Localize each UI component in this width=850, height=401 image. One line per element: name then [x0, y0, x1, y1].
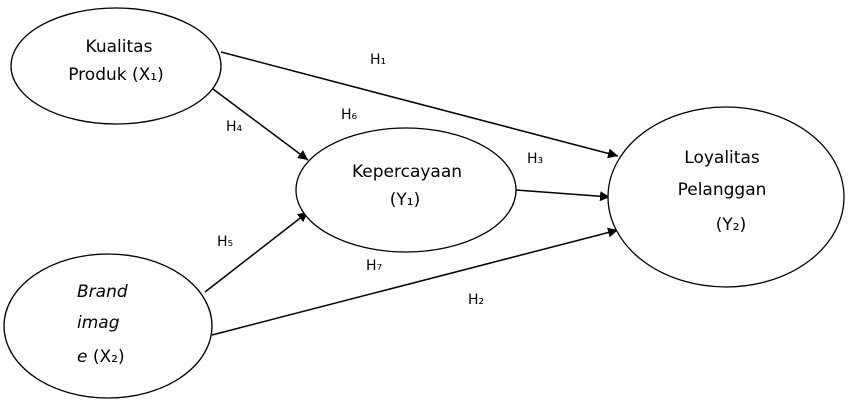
hypothesis-label-h1: H₁ — [370, 52, 386, 68]
arrow-h1-x1-to-y2 — [220, 51, 619, 159]
node-x2-label-line3: e (X₂) — [77, 347, 125, 367]
node-y2-label-line1: Loyalitas — [684, 148, 760, 168]
node-x1-ellipse — [10, 7, 222, 125]
node-x2-label-line2: imag — [77, 313, 120, 333]
node-y2-label-line2: Pelanggan — [678, 180, 767, 200]
arrow-h2-x2-to-y2 — [211, 227, 619, 336]
node-y1-ellipse — [295, 127, 517, 253]
hypothesis-label-h4: H₄ — [226, 119, 243, 135]
hypothesis-label-h7: H₇ — [366, 258, 382, 274]
node-y2-label-line3: (Y₂) — [716, 215, 746, 235]
node-y1-label-line1: Kepercayaan — [352, 162, 462, 182]
node-x2-ellipse — [3, 253, 213, 399]
node-x2-label-line3-italic: e — [77, 347, 87, 367]
node-x2-label-line1: Brand — [77, 282, 128, 302]
hypothesis-label-h2: H₂ — [468, 292, 484, 308]
node-x2-label-line3-rest: (X₂) — [87, 347, 124, 367]
node-x1-label-line1: Kualitas — [86, 37, 153, 57]
node-y1-label-line2: (Y₁) — [390, 190, 420, 210]
node-x1-label-line2: Produk (X₁) — [68, 65, 164, 85]
hypothesis-label-h5: H₅ — [217, 234, 233, 250]
node-y2-ellipse — [607, 106, 845, 288]
arrow-h3-y1-to-y2 — [515, 189, 611, 202]
arrow-h4-x1-to-y1 — [212, 88, 309, 161]
arrow-h5-x2-to-y1 — [204, 211, 309, 293]
hypothesis-label-h6: H₆ — [341, 107, 358, 123]
hypothesis-label-h3: H₃ — [527, 151, 543, 167]
